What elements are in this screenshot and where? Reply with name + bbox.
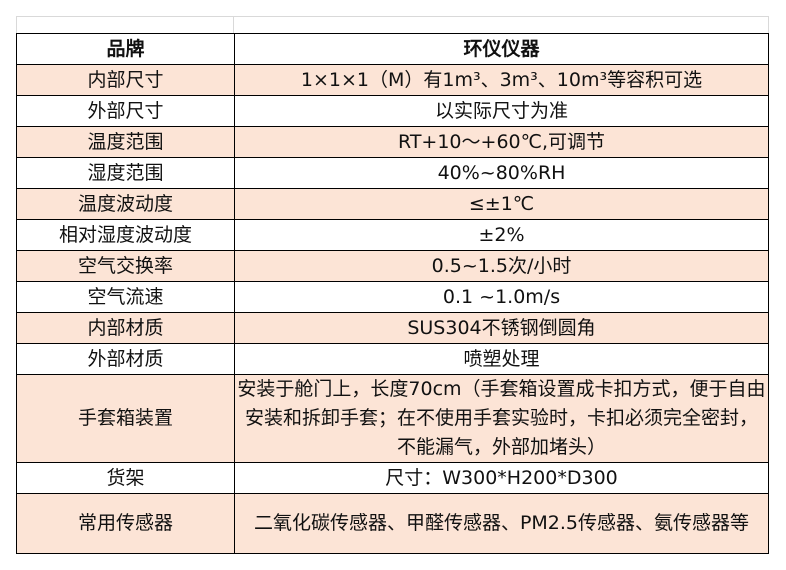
- table-row: 温度波动度 ≤±1℃: [16, 188, 769, 220]
- spec-key: 外部材质: [16, 343, 235, 375]
- table-row: 相对湿度波动度 ±2%: [16, 219, 769, 251]
- table-row: 空气交换率 0.5~1.5次/小时: [16, 250, 769, 282]
- spec-key: 内部尺寸: [16, 64, 235, 96]
- table-row: 外部材质 喷塑处理: [16, 343, 769, 375]
- spec-value: 喷塑处理: [234, 343, 769, 375]
- table-row: 手套箱装置 安装于舱门上，长度70cm（手套箱设置成卡扣方式，便于自由安装和拆卸手…: [16, 374, 769, 463]
- spec-key: 常用传感器: [16, 493, 235, 554]
- spec-key: 货架: [16, 462, 235, 494]
- table-row: 常用传感器 二氧化碳传感器、甲醛传感器、PM2.5传感器、氨传感器等: [16, 493, 769, 554]
- spec-key: 空气流速: [16, 281, 235, 313]
- spec-key: 空气交换率: [16, 250, 235, 282]
- spec-table: 品牌 环仪仪器 内部尺寸 1×1×1（M）有1m³、3m³、10m³等容积可选 外部…: [16, 33, 769, 554]
- spec-value: 二氧化碳传感器、甲醛传感器、PM2.5传感器、氨传感器等: [234, 493, 769, 554]
- header-key: 品牌: [16, 33, 235, 65]
- spec-key: 手套箱装置: [16, 374, 235, 463]
- spec-value: 0.1 ~1.0m/s: [234, 281, 769, 313]
- spec-value: 1×1×1（M）有1m³、3m³、10m³等容积可选: [234, 64, 769, 96]
- spec-value: 40%~80%RH: [234, 157, 769, 189]
- spec-value: 安装于舱门上，长度70cm（手套箱设置成卡扣方式，便于自由安装和拆卸手套；在不使…: [234, 374, 769, 463]
- table-row: 空气流速 0.1 ~1.0m/s: [16, 281, 769, 313]
- table-row: 内部尺寸 1×1×1（M）有1m³、3m³、10m³等容积可选: [16, 64, 769, 96]
- table-row: 内部材质 SUS304不锈钢倒圆角: [16, 312, 769, 344]
- empty-grid-row: [16, 16, 769, 33]
- spec-key: 外部尺寸: [16, 95, 235, 127]
- header-value: 环仪仪器: [234, 33, 769, 65]
- spec-value: SUS304不锈钢倒圆角: [234, 312, 769, 344]
- spec-value: RT+10～+60℃,可调节: [234, 126, 769, 158]
- spec-value: ≤±1℃: [234, 188, 769, 220]
- spec-key: 内部材质: [16, 312, 235, 344]
- table-row: 温度范围 RT+10～+60℃,可调节: [16, 126, 769, 158]
- spec-value: 以实际尺寸为准: [234, 95, 769, 127]
- table-row: 湿度范围 40%~80%RH: [16, 157, 769, 189]
- spec-key: 相对湿度波动度: [16, 219, 235, 251]
- table-row: 货架 尺寸：W300*H200*D300: [16, 462, 769, 494]
- spec-value: ±2%: [234, 219, 769, 251]
- spec-value: 0.5~1.5次/小时: [234, 250, 769, 282]
- spec-key: 温度波动度: [16, 188, 235, 220]
- spec-value: 尺寸：W300*H200*D300: [234, 462, 769, 494]
- spec-key: 湿度范围: [16, 157, 235, 189]
- table-header-row: 品牌 环仪仪器: [16, 33, 769, 65]
- table-row: 外部尺寸 以实际尺寸为准: [16, 95, 769, 127]
- spec-key: 温度范围: [16, 126, 235, 158]
